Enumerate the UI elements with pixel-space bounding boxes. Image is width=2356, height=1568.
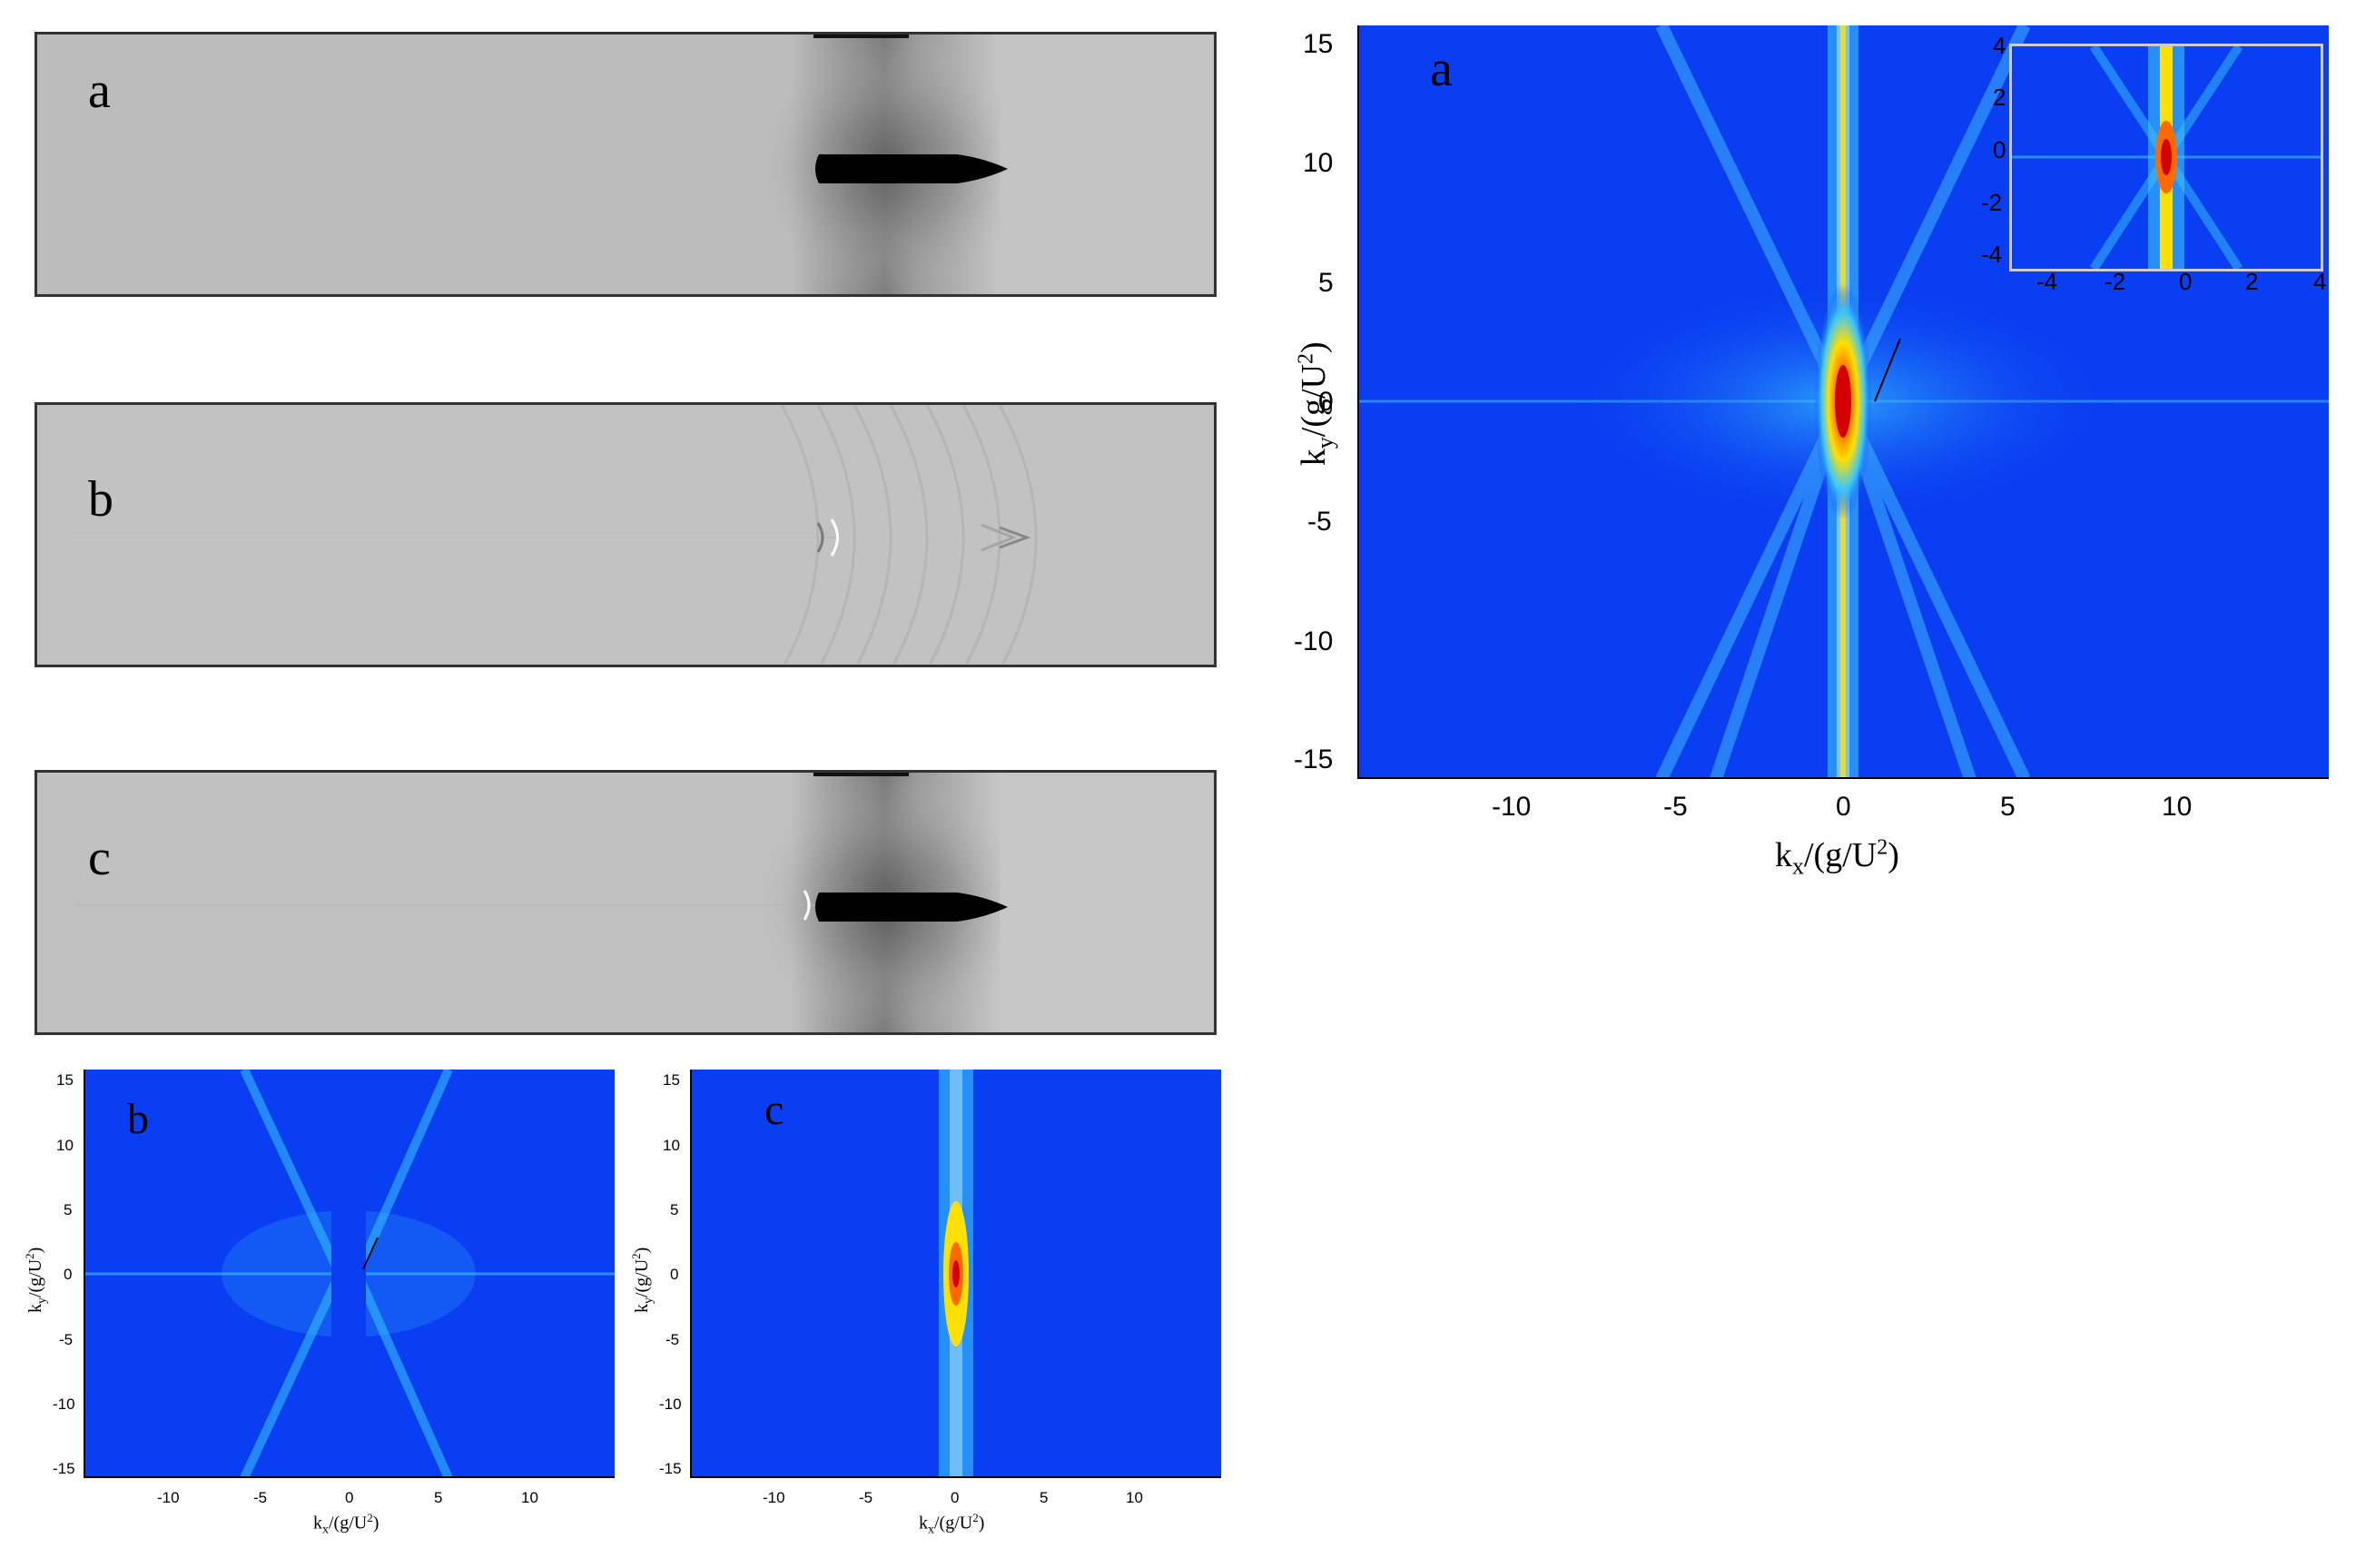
c-xtick: 5: [1040, 1489, 1049, 1506]
b-ytick: 10: [56, 1137, 74, 1154]
b-ytick: -10: [53, 1395, 75, 1413]
b-ytick: -5: [59, 1331, 74, 1348]
inset-xtick: -2: [2105, 268, 2126, 295]
inset-ytick: 4: [1993, 32, 2006, 59]
b-xtick: 5: [434, 1489, 443, 1506]
main-ylabel: ky/(g/U2): [1294, 341, 1338, 467]
c-ytick: 10: [663, 1137, 680, 1154]
b-ylabel: ky/(g/U2): [23, 1247, 49, 1314]
main-xtick: -10: [1492, 792, 1532, 822]
main-ytick: 0: [1318, 387, 1334, 417]
panel-letter-b: b: [88, 471, 113, 528]
spectrum-b-plot: [84, 1070, 615, 1478]
spectrum-inset: [2009, 44, 2323, 271]
c-ytick: -15: [659, 1460, 682, 1477]
c-xlabel: kx/(g/U2): [919, 1511, 985, 1537]
b-ytick: 5: [64, 1201, 73, 1218]
inset-xtick: 2: [2245, 268, 2259, 295]
spectrum-c-image: [939, 1070, 973, 1476]
inset-ytick: 0: [1993, 136, 2006, 163]
ship-hull-c: [815, 892, 1008, 922]
main-ytick: -5: [1307, 507, 1332, 537]
c-ytick: 15: [663, 1071, 680, 1089]
wave-field-c: [74, 773, 1214, 1032]
b-ytick: 0: [64, 1266, 73, 1283]
c-xtick: -10: [763, 1489, 785, 1506]
main-xtick: 0: [1836, 792, 1851, 822]
spectrum-c-letter: c: [764, 1086, 784, 1134]
spectrum-main-image: [1357, 25, 2329, 779]
ship-hull-a: [815, 154, 1008, 183]
inset-xtick: -4: [2036, 268, 2058, 295]
inset-xtick: 4: [2313, 268, 2327, 295]
c-ytick: 5: [670, 1201, 679, 1218]
b-xtick: 10: [521, 1489, 538, 1506]
spectrum-main-plot: a: [1357, 25, 2329, 779]
spectrum-main-letter: a: [1430, 41, 1453, 97]
b-xtick: 0: [345, 1489, 354, 1506]
main-xlabel: kx/(g/U2): [1775, 835, 1899, 880]
c-xtick: 0: [951, 1489, 960, 1506]
spectrum-inset-image: [2012, 46, 2321, 269]
spectrum-main-frame: [1357, 25, 2329, 779]
c-ylabel: ky/(g/U2): [629, 1247, 656, 1314]
c-xtick: 10: [1126, 1489, 1143, 1506]
b-ytick: 15: [56, 1071, 74, 1089]
main-ytick: 10: [1303, 148, 1334, 178]
c-ytick: 0: [670, 1266, 679, 1283]
gray-panel-a: a: [35, 32, 1217, 297]
c-xtick: -5: [859, 1489, 873, 1506]
spectrum-c-plot: [690, 1070, 1221, 1478]
main-xtick: 10: [2162, 792, 2193, 822]
b-ytick: -15: [53, 1460, 75, 1477]
main-ytick: 15: [1303, 29, 1334, 59]
spectrum-b-image: [85, 1070, 615, 1476]
main-xtick: -5: [1663, 792, 1688, 822]
inset-ytick: 2: [1993, 84, 2006, 111]
b-xtick: -10: [157, 1489, 180, 1506]
c-ytick: -5: [665, 1331, 680, 1348]
spectrum-b-letter: b: [127, 1095, 149, 1143]
b-xlabel: kx/(g/U2): [313, 1511, 380, 1537]
c-ytick: -10: [659, 1395, 682, 1413]
main-ytick: -10: [1294, 626, 1334, 656]
gray-panel-c: c: [35, 770, 1217, 1035]
b-xtick: -5: [253, 1489, 268, 1506]
panel-letter-c: c: [88, 830, 111, 886]
wave-field-b: [74, 405, 1038, 665]
wave-field-a: [754, 35, 1214, 294]
main-ytick: -15: [1294, 745, 1334, 774]
gray-panel-b: b: [35, 402, 1217, 667]
inset-xtick: 0: [2179, 268, 2193, 295]
panel-letter-a: a: [88, 63, 111, 119]
inset-ytick: -2: [1981, 189, 2003, 216]
inset-ytick: -4: [1981, 241, 2003, 268]
main-xtick: 5: [2000, 792, 2016, 822]
main-ytick: 5: [1318, 268, 1334, 298]
